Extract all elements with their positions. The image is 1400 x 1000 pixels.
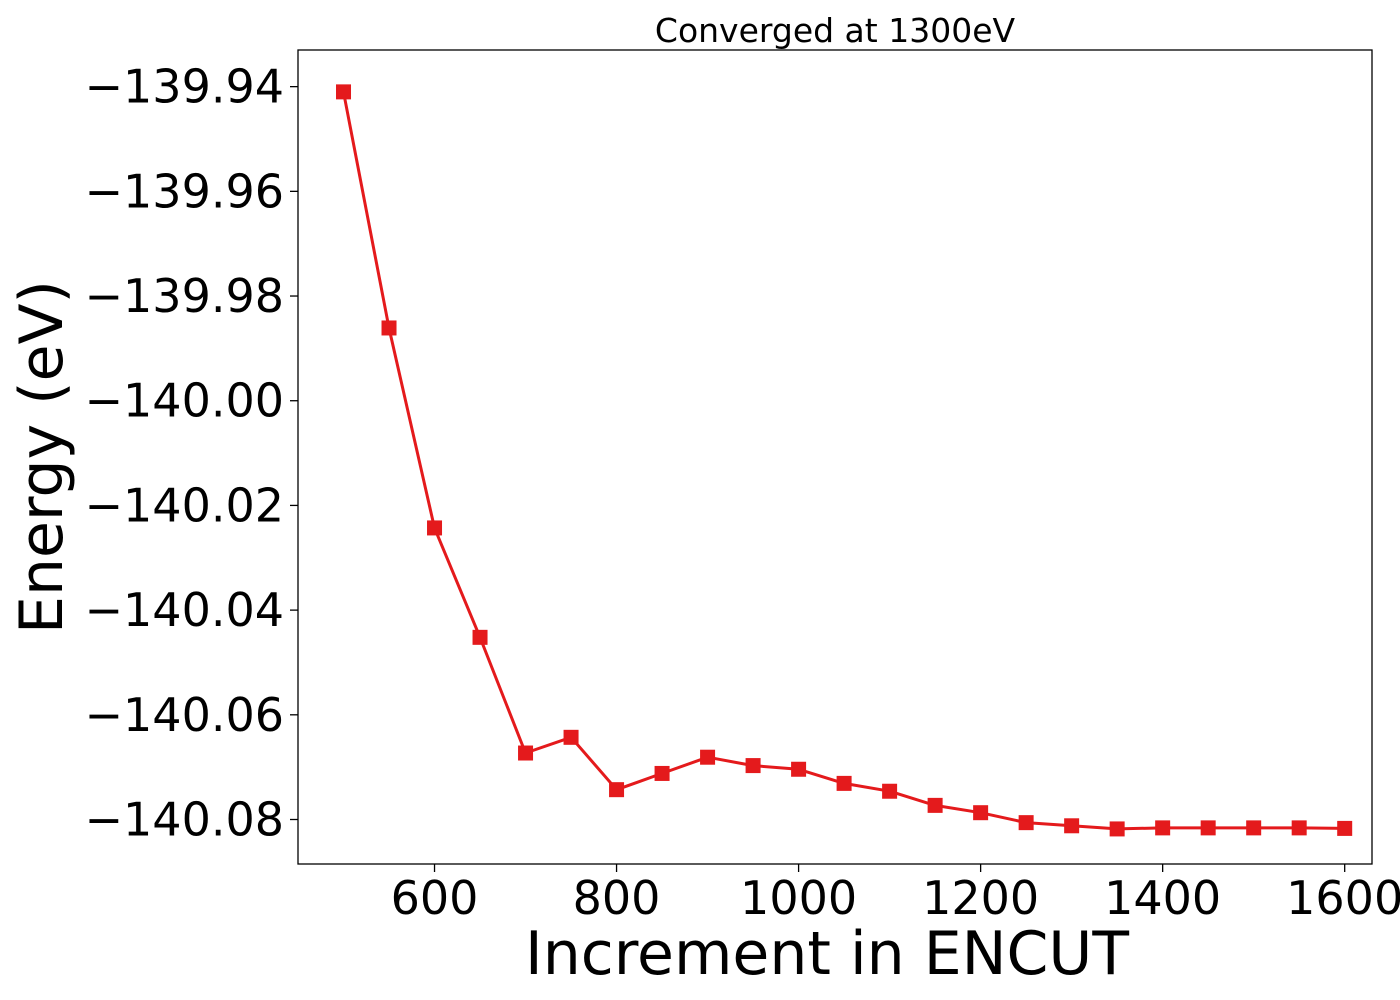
data-point-marker [1291, 820, 1307, 836]
data-point-marker [472, 629, 488, 645]
data-point-marker [1246, 820, 1262, 836]
data-point-marker [1109, 821, 1125, 837]
y-tick-label: −140.04 [85, 583, 285, 637]
x-tick-label: 600 [391, 871, 479, 925]
y-tick-label: −139.98 [85, 269, 285, 323]
y-tick-label: −140.06 [85, 688, 285, 742]
x-tick-label: 800 [573, 871, 661, 925]
data-point-marker [745, 758, 761, 774]
series-line [342, 91, 1345, 831]
y-tick-label: −139.94 [85, 60, 285, 114]
x-tick-label: 1600 [1286, 871, 1400, 925]
y-tick-label: −140.02 [85, 478, 285, 532]
data-point-marker [1337, 820, 1353, 836]
data-point-marker [836, 775, 852, 791]
plot-area-frame [297, 49, 1373, 865]
x-tick-label: 1400 [1104, 871, 1221, 925]
data-point-marker [1155, 820, 1171, 836]
data-point-marker [336, 84, 352, 100]
data-point-marker [518, 745, 534, 761]
data-point-marker [791, 761, 807, 777]
x-tick-label: 1000 [740, 871, 857, 925]
data-point-marker [927, 797, 943, 813]
x-tick-label: 1200 [922, 871, 1039, 925]
chart-title: Converged at 1300eV [655, 11, 1016, 50]
data-point-marker [427, 520, 443, 536]
data-point-marker [700, 749, 716, 765]
data-point-marker [654, 765, 670, 781]
data-point-marker [882, 783, 898, 799]
y-tick-label: −140.00 [85, 374, 285, 428]
tick-layer: 600 800 1000 1200 1400 1600 −139.94 −139.96 −139… [85, 60, 1400, 925]
data-point-marker [1018, 815, 1034, 831]
data-point-marker [973, 805, 989, 821]
data-point-marker [563, 729, 579, 745]
series-layer [336, 84, 1353, 837]
y-tick-label: −140.08 [85, 793, 285, 847]
data-point-marker [1064, 818, 1080, 834]
y-axis-label: Energy (eV) [7, 280, 77, 634]
y-tick-label: −139.96 [85, 164, 285, 218]
data-point-marker [1200, 820, 1216, 836]
x-axis-label: Increment in ENCUT [525, 919, 1129, 989]
data-point-marker [381, 320, 397, 336]
data-point-marker [609, 782, 625, 798]
